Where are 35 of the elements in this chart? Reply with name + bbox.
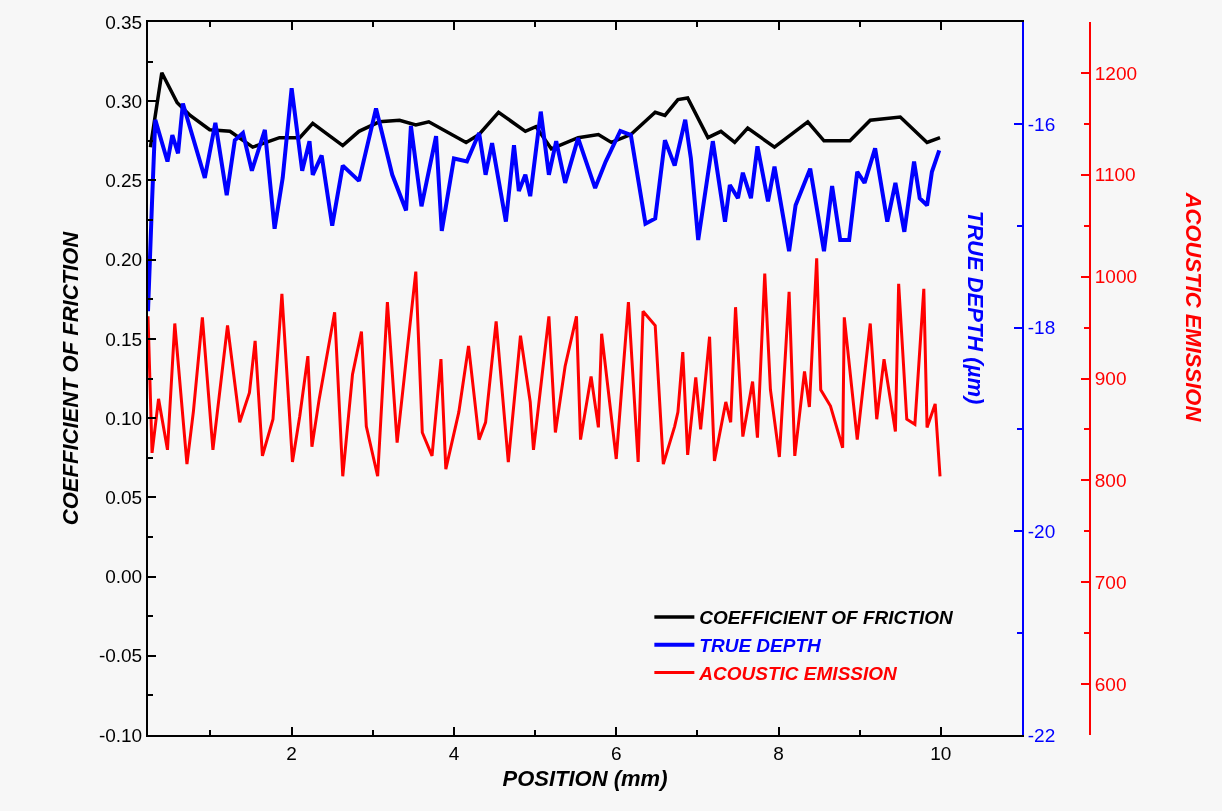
x-tick-label: 6 <box>610 742 622 764</box>
y2-tick-label: -22 <box>1027 724 1056 746</box>
y2-tick-label: -18 <box>1027 317 1056 339</box>
y-tick-label: 0.15 <box>105 328 143 350</box>
x-tick-label: 10 <box>930 742 952 764</box>
line-series <box>148 256 942 478</box>
y-tick-label: 0.30 <box>105 90 143 112</box>
legend-label: ACOUSTIC EMISSION <box>698 662 899 684</box>
y-tick-label: 0.00 <box>105 566 143 588</box>
y-tick-label: 0.35 <box>105 11 143 33</box>
x-tick-label: 2 <box>286 742 297 764</box>
y2-tick-label: -20 <box>1027 520 1056 542</box>
y-tick-label: 0.05 <box>105 486 143 508</box>
legend-label: COEFFICIENT OF FRICTION <box>699 607 954 629</box>
legend-label: TRUE DEPTH <box>699 635 823 657</box>
x-axis-title: POSITION (mm) <box>502 766 668 792</box>
y3-axis-title: ACOUSTIC EMISSION <box>1180 191 1206 423</box>
y3-tick-label: 1200 <box>1094 62 1138 84</box>
y2-axis-title: TRUE DEPTH (µm) <box>962 210 988 405</box>
y3-tick-label: 800 <box>1094 470 1127 492</box>
y3-tick-label: 700 <box>1094 571 1127 593</box>
y-tick-label: -0.10 <box>98 724 143 746</box>
y3-tick-label: 600 <box>1094 673 1127 695</box>
x-tick-label: 4 <box>448 742 460 764</box>
x-tick-label: 8 <box>773 742 784 764</box>
y2-tick-label: -16 <box>1027 113 1056 135</box>
y3-tick-label: 1000 <box>1094 266 1138 288</box>
line-series <box>148 86 942 314</box>
y-tick-label: 0.20 <box>105 249 143 271</box>
y3-tick-label: 1100 <box>1094 164 1136 186</box>
y-tick-label: 0.10 <box>105 407 143 429</box>
y-axis-title: COEFFICIENT OF FRICTION <box>58 230 84 526</box>
y-tick-label: 0.25 <box>105 170 143 192</box>
y-tick-label: -0.05 <box>98 645 143 667</box>
y3-tick-label: 900 <box>1094 368 1127 390</box>
